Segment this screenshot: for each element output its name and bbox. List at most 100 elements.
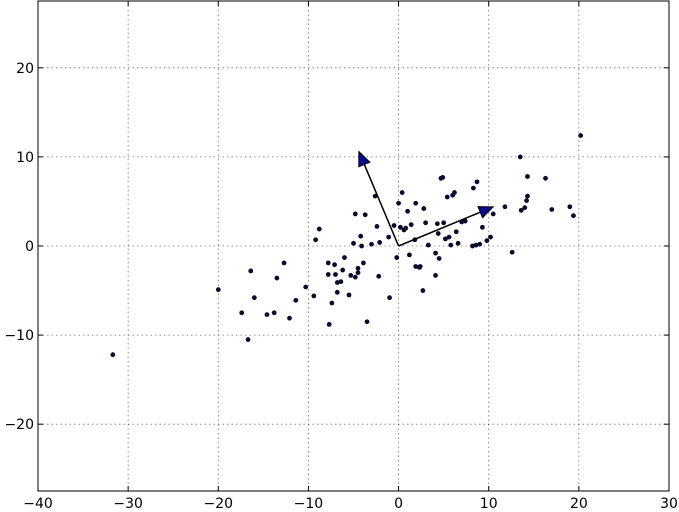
y-tick-label: 10 [16,150,34,166]
data-point [325,272,331,277]
data-point [361,260,366,266]
data-point [364,319,370,325]
y-tick-label: −20 [4,417,34,433]
data-point [420,288,426,293]
data-point [509,249,515,255]
data-point [436,256,442,261]
data-point [578,133,584,138]
data-point [517,154,523,160]
y-tick-label: 0 [25,239,34,255]
data-point [549,207,555,212]
data-point [358,233,364,239]
plot-frame [37,0,670,492]
data-point [396,200,401,206]
data-point [484,238,490,244]
data-point [543,175,548,181]
data-point [435,231,441,236]
data-point [329,300,335,306]
data-point [346,292,352,298]
data-points [110,133,584,358]
data-point [362,212,368,218]
x-tick-label: −20 [204,496,234,512]
data-point [342,255,347,260]
data-point [470,185,476,191]
data-point [387,295,392,301]
data-point [351,240,356,246]
data-point [474,179,480,185]
x-tick-label: −40 [23,496,53,512]
data-point [446,234,452,240]
data-point [271,310,277,316]
data-point [403,225,409,231]
data-point [355,270,361,276]
data-point [303,284,309,290]
data-point [326,322,332,327]
x-tick-label: −30 [113,496,143,512]
data-point [470,243,475,249]
data-point [334,289,340,295]
data-point [287,315,292,321]
data-point [518,207,524,213]
data-point [423,220,429,226]
data-point [406,252,412,258]
y-tick-label: −10 [4,328,34,344]
data-point [386,234,392,240]
data-point [433,250,438,256]
data-point [488,234,493,240]
data-point [525,193,530,199]
data-point [399,190,405,195]
x-tick-label: 10 [480,496,498,512]
data-point [215,287,221,293]
data-point [397,224,403,230]
data-point [405,208,410,214]
data-point [340,267,346,273]
data-point [293,297,299,303]
arrow-head [477,206,495,219]
data-point [462,218,468,224]
data-point [455,240,461,246]
data-point [369,241,374,247]
data-point [239,310,245,316]
data-point [502,204,508,210]
data-point [391,223,397,228]
x-tick-label: −10 [294,496,324,512]
data-point [490,211,496,217]
data-point [413,264,419,269]
data-point [245,337,251,342]
data-point [281,260,287,266]
grid [38,1,669,491]
data-point [394,255,400,260]
data-point [274,275,280,281]
data-point [571,213,576,219]
data-point [444,194,450,200]
tick-labels: −40 −30 −20 −10 0 10 20 30 −20 −10 0 10 20 [4,61,677,512]
x-tick-label: 20 [570,496,588,512]
data-point [338,279,344,285]
x-tick-label: 0 [394,496,403,512]
arrow-head [358,150,371,168]
data-point [425,242,431,248]
data-point [333,272,338,277]
data-point [311,293,317,299]
data-point [248,268,254,274]
data-point [452,190,457,195]
arrow-shaft [363,164,400,247]
data-point [332,262,337,268]
vector-arrows [358,150,495,247]
data-point [443,236,448,242]
data-point [480,224,485,230]
data-point [316,226,322,232]
y-tick-label: 20 [16,61,34,77]
x-tick-label: 30 [660,496,678,512]
data-point [567,204,573,210]
data-point [355,265,361,271]
data-point [359,243,365,249]
data-point [374,224,380,229]
data-point [440,175,446,180]
data-point [251,295,257,301]
data-point [352,211,358,217]
data-point [421,206,427,211]
data-point [441,220,447,226]
data-point [264,312,270,317]
arrow-shaft [398,211,481,247]
